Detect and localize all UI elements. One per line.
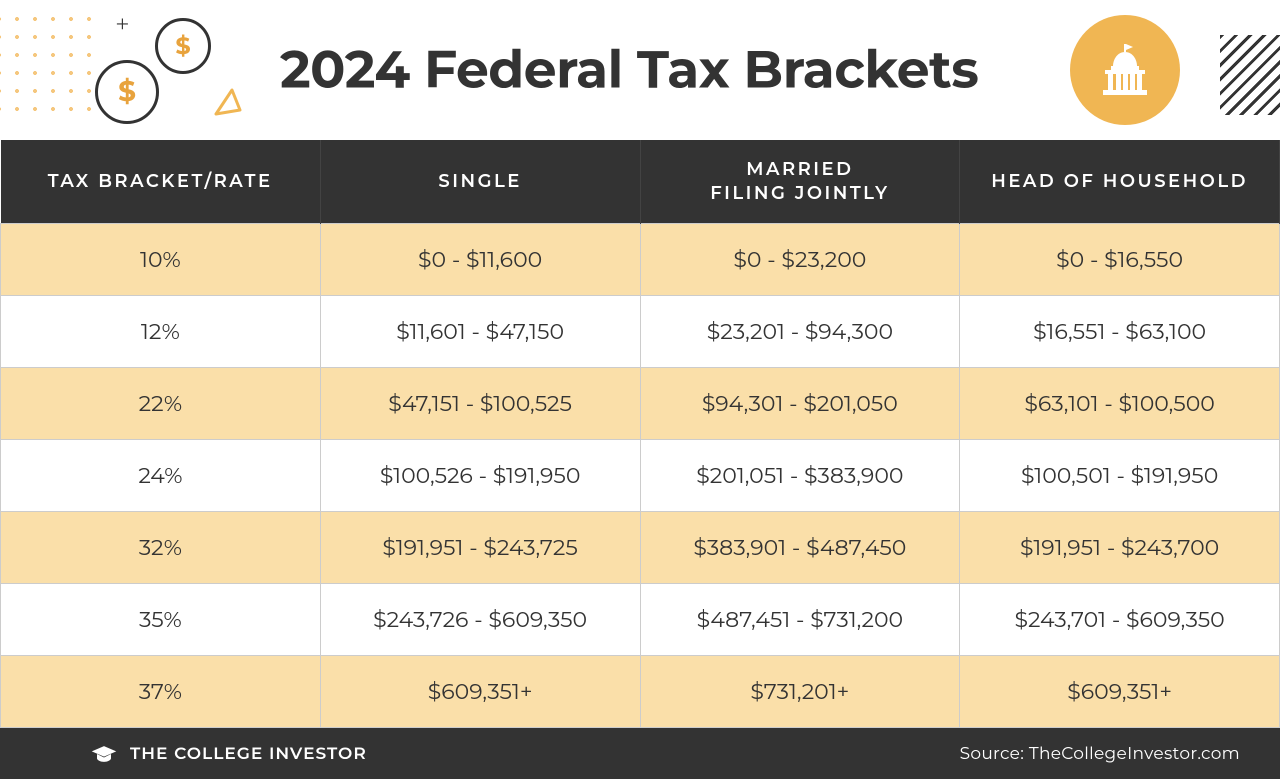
table-cell: 32%	[1, 512, 321, 584]
table-cell: $94,301 - $201,050	[640, 368, 960, 440]
table-cell: $0 - $23,200	[640, 224, 960, 296]
table-cell: $243,726 - $609,350	[320, 584, 640, 656]
column-header: HEAD OF HOUSEHOLD	[960, 140, 1280, 223]
table-cell: $23,201 - $94,300	[640, 296, 960, 368]
table-row: 32%$191,951 - $243,725$383,901 - $487,45…	[1, 512, 1280, 584]
dot-grid-decor	[0, 10, 100, 120]
table-cell: $731,201+	[640, 656, 960, 728]
table-cell: $16,551 - $63,100	[960, 296, 1280, 368]
table-cell: $100,501 - $191,950	[960, 440, 1280, 512]
column-header: SINGLE	[320, 140, 640, 223]
table-cell: 37%	[1, 656, 321, 728]
brand: THE COLLEGE INVESTOR	[90, 744, 367, 764]
column-header: MARRIEDFILING JOINTLY	[640, 140, 960, 223]
column-header: TAX BRACKET/RATE	[1, 140, 321, 223]
table-row: 12%$11,601 - $47,150$23,201 - $94,300$16…	[1, 296, 1280, 368]
coin-icon: $	[95, 60, 159, 124]
table-cell: $609,351+	[960, 656, 1280, 728]
table-cell: $609,351+	[320, 656, 640, 728]
table-cell: $191,951 - $243,700	[960, 512, 1280, 584]
table-cell: 12%	[1, 296, 321, 368]
capitol-icon	[1070, 15, 1180, 125]
diagonal-decor	[1220, 35, 1280, 115]
table-cell: $63,101 - $100,500	[960, 368, 1280, 440]
table-cell: $0 - $16,550	[960, 224, 1280, 296]
table-cell: $487,451 - $731,200	[640, 584, 960, 656]
table-cell: 22%	[1, 368, 321, 440]
coin-icon: $	[155, 18, 211, 74]
table-row: 24%$100,526 - $191,950$201,051 - $383,90…	[1, 440, 1280, 512]
table-cell: $201,051 - $383,900	[640, 440, 960, 512]
tax-bracket-table: TAX BRACKET/RATESINGLEMARRIEDFILING JOIN…	[0, 140, 1280, 728]
table-cell: $11,601 - $47,150	[320, 296, 640, 368]
table-cell: 35%	[1, 584, 321, 656]
table-cell: $383,901 - $487,450	[640, 512, 960, 584]
graduation-cap-icon	[90, 744, 118, 764]
header: + $ $ 2024 Federal Tax Brackets	[0, 0, 1280, 140]
footer: THE COLLEGE INVESTOR Source: TheCollegeI…	[0, 728, 1280, 779]
brand-label: THE COLLEGE INVESTOR	[130, 744, 367, 764]
table-row: 37%$609,351+$731,201+$609,351+	[1, 656, 1280, 728]
plus-decor: +	[115, 8, 130, 40]
table-row: 35%$243,726 - $609,350$487,451 - $731,20…	[1, 584, 1280, 656]
source-label: Source: TheCollegeInvestor.com	[960, 744, 1240, 764]
table-cell: $100,526 - $191,950	[320, 440, 640, 512]
page-title: 2024 Federal Tax Brackets	[280, 39, 978, 102]
table-row: 22%$47,151 - $100,525$94,301 - $201,050$…	[1, 368, 1280, 440]
table-cell: $191,951 - $243,725	[320, 512, 640, 584]
table-cell: 10%	[1, 224, 321, 296]
table-header-row: TAX BRACKET/RATESINGLEMARRIEDFILING JOIN…	[1, 140, 1280, 223]
table-row: 10%$0 - $11,600$0 - $23,200$0 - $16,550	[1, 224, 1280, 296]
table-cell: 24%	[1, 440, 321, 512]
table-cell: $0 - $11,600	[320, 224, 640, 296]
table-cell: $243,701 - $609,350	[960, 584, 1280, 656]
table-cell: $47,151 - $100,525	[320, 368, 640, 440]
